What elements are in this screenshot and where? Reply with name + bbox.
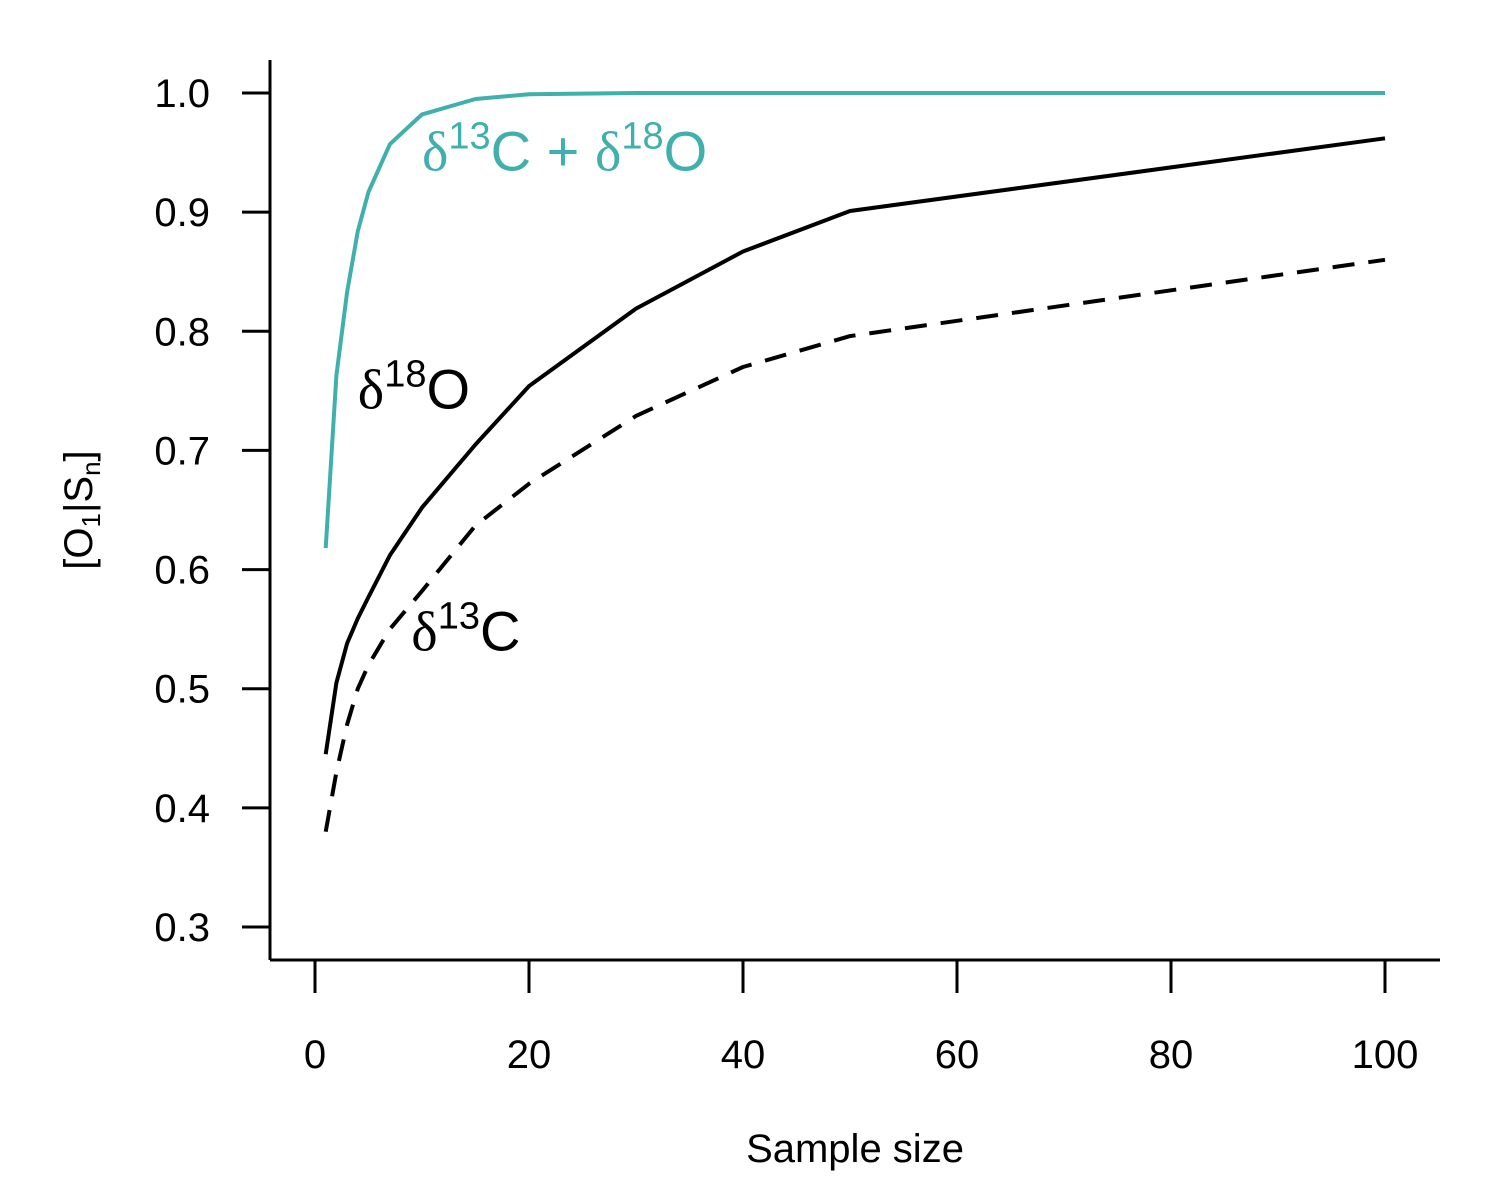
y-axis-title-mid: |S (57, 476, 101, 513)
x-tick-label: 60 (935, 1033, 980, 1077)
y-tick-label: 0.5 (154, 668, 210, 712)
y-tick-label: 0.4 (154, 787, 210, 831)
y-tick-label: 0.8 (154, 310, 210, 354)
y-tick-label: 0.6 (154, 549, 210, 593)
series-label-d18O: δ18O (358, 354, 470, 422)
series-label-part: 18 (621, 115, 663, 157)
series-label-part: 13 (438, 596, 480, 638)
y-axis-title-end: ] (57, 450, 101, 461)
series-group (323, 91, 1386, 833)
y-tick-label: 0.7 (154, 429, 210, 473)
series-label-part: δ (358, 360, 384, 422)
y-ticks: 0.3 0.4 0.5 0.6 0.7 0.8 0.9 1.0 (154, 72, 270, 950)
series-line-combined (323, 91, 1385, 549)
series-label-combined: δ13C + δ18O (422, 115, 707, 183)
y-axis-title: [O1|Sn] (57, 450, 106, 569)
x-axis-title: Sample size (746, 1127, 964, 1171)
y-axis-title-sub1: 1 (76, 513, 106, 527)
x-tick-label: 100 (1352, 1033, 1419, 1077)
x-tick-label: 0 (304, 1033, 326, 1077)
axes (268, 60, 1440, 962)
series-label-part: δ (422, 121, 448, 183)
series-label-part: O (664, 119, 708, 182)
y-tick-label: 0.9 (154, 191, 210, 235)
series-label-part: C (480, 600, 520, 663)
y-axis-title-sub2: n (76, 461, 106, 475)
x-tick-label: 40 (721, 1033, 766, 1077)
series-label-part: 13 (448, 115, 490, 157)
x-tick-label: 80 (1149, 1033, 1194, 1077)
x-ticks: 0 20 40 60 80 100 (304, 960, 1419, 1077)
series-label-part: 18 (384, 354, 426, 396)
series-label-part: δ (411, 602, 437, 664)
series-label-part: δ (595, 121, 621, 183)
x-tick-label: 20 (507, 1033, 552, 1077)
series-line-d18O (323, 136, 1386, 755)
series-label-part: O (426, 358, 470, 421)
y-tick-label: 1.0 (154, 72, 210, 116)
y-tick-label: 0.3 (154, 906, 210, 950)
series-label-d13C: δ13C (411, 596, 520, 664)
y-axis-title-main: [O (57, 527, 101, 569)
series-label-part: C + (491, 119, 595, 182)
series-line-d13C (323, 257, 1386, 833)
